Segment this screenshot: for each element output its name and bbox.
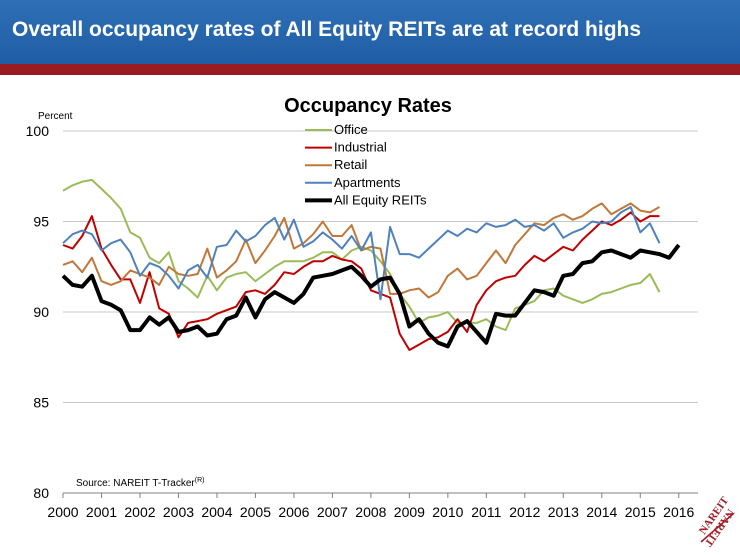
y-axis: 80 85 90 95 100 xyxy=(26,123,50,501)
y-tick-label: 80 xyxy=(33,485,49,501)
x-tick-label: 2001 xyxy=(86,504,117,520)
legend: Office Industrial Retail Apartments All Equi… xyxy=(305,122,427,207)
source-text: Source: NAREIT T-Tracker xyxy=(76,478,195,489)
legend-label: Retail xyxy=(334,157,367,172)
x-tick-label: 2004 xyxy=(201,504,232,520)
chart-title: Occupancy Rates xyxy=(284,95,452,117)
x-tick-label: 2014 xyxy=(586,504,617,520)
series-line-office xyxy=(62,178,661,332)
nareit-logo: NAREIT NAREIT xyxy=(697,494,736,549)
legend-label: Industrial xyxy=(334,140,387,155)
x-tick-label: 2007 xyxy=(317,504,348,520)
series-line-apartments xyxy=(62,206,661,301)
y-axis-label: Percent xyxy=(38,111,73,122)
page-title: Overall occupancy rates of All Equity RE… xyxy=(12,18,642,41)
x-tick-label: 2002 xyxy=(124,504,155,520)
source-superscript: (R) xyxy=(195,477,205,484)
y-tick-label: 85 xyxy=(33,395,49,411)
series-lines xyxy=(61,178,681,351)
series-line-industrial xyxy=(62,211,660,351)
y-tick-label: 100 xyxy=(26,123,50,139)
x-tick-label: 2003 xyxy=(163,504,194,520)
x-tick-label: 2006 xyxy=(278,504,309,520)
header-strip xyxy=(0,64,740,75)
x-tick-label: 2011 xyxy=(471,504,501,520)
source-note: Source: NAREIT T-Tracker(R) xyxy=(76,477,204,489)
legend-label: Office xyxy=(334,122,368,137)
y-tick-label: 95 xyxy=(33,214,49,230)
series-line-all-equity-reits xyxy=(61,243,681,349)
x-tick-label: 2009 xyxy=(394,504,425,520)
header-banner: Overall occupancy rates of All Equity RE… xyxy=(0,0,740,64)
legend-label: Apartments xyxy=(334,175,401,190)
x-axis: 2000 2001 2002 2003 2004 2005 2006 2007 2008 2009… xyxy=(47,492,698,520)
x-tick-label: 2012 xyxy=(509,504,540,520)
x-tick-label: 2015 xyxy=(625,504,656,520)
legend-label: All Equity REITs xyxy=(334,192,427,207)
y-tick-label: 90 xyxy=(33,304,49,320)
x-tick-label: 2013 xyxy=(548,504,579,520)
x-tick-label: 2008 xyxy=(355,504,386,520)
x-tick-label: 2000 xyxy=(47,504,78,520)
x-tick-label: 2005 xyxy=(240,504,271,520)
x-tick-label: 2016 xyxy=(663,504,694,520)
x-tick-label: 2010 xyxy=(432,504,463,520)
